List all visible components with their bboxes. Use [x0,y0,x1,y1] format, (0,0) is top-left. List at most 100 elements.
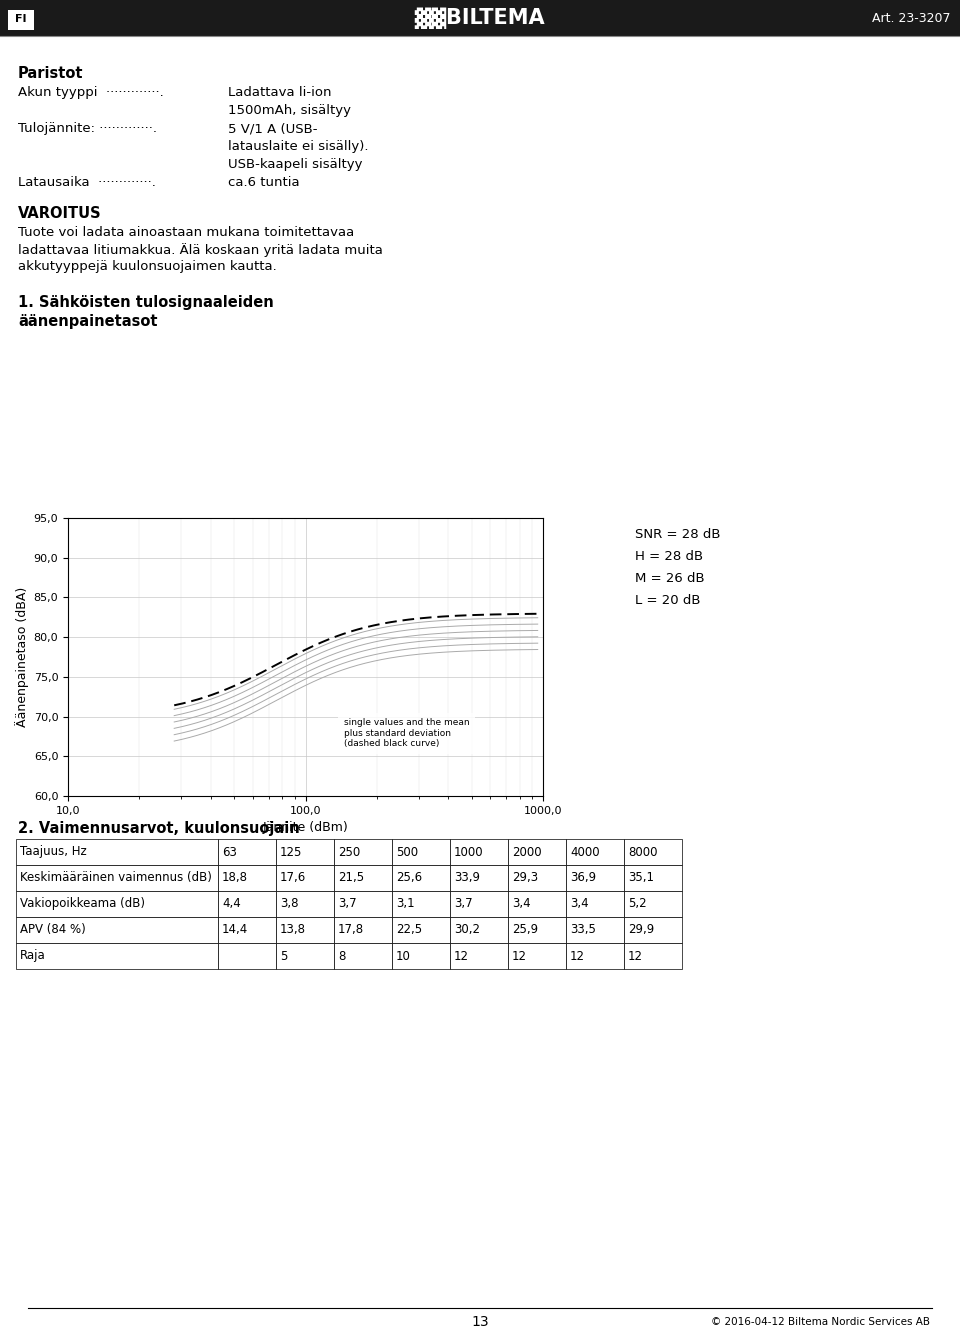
Bar [276,866,334,891]
Bar [218,917,276,943]
Bar [450,943,508,969]
Text: 29,3: 29,3 [512,871,539,884]
Text: 3,8: 3,8 [280,898,299,910]
Text: © 2016-04-12 Biltema Nordic Services AB: © 2016-04-12 Biltema Nordic Services AB [711,1317,930,1327]
Text: 8: 8 [338,949,346,962]
Bar [450,839,508,866]
Bar [334,891,392,917]
Text: Paristot: Paristot [18,66,84,81]
Text: 30,2: 30,2 [454,923,480,937]
Bar [0,0,960,36]
Text: FI: FI [15,13,27,24]
Text: L = 20 dB: L = 20 dB [635,594,701,607]
Bar [276,943,334,969]
Text: Ladattava li-ion: Ladattava li-ion [228,86,331,99]
Text: 250: 250 [338,845,360,859]
Y-axis label: Äänenpainetaso (dBA): Äänenpainetaso (dBA) [15,587,30,727]
Text: 4,4: 4,4 [222,898,241,910]
Text: 125: 125 [280,845,302,859]
Bar [508,943,566,969]
Text: 33,9: 33,9 [454,871,480,884]
Text: Tuote voi ladata ainoastaan mukana toimitettavaa: Tuote voi ladata ainoastaan mukana toimi… [18,226,354,239]
Bar [16,839,218,866]
Text: 3,1: 3,1 [396,898,415,910]
Text: ▓▓BILTEMA: ▓▓BILTEMA [415,7,545,28]
Bar [450,866,508,891]
Text: 12: 12 [512,949,527,962]
Text: SNR = 28 dB: SNR = 28 dB [635,528,721,542]
Bar [392,891,450,917]
Text: Akun tyyppi  ·············.: Akun tyyppi ·············. [18,86,164,99]
Text: Raja: Raja [20,949,46,962]
Text: 17,8: 17,8 [338,923,364,937]
Bar [566,891,624,917]
Bar [334,917,392,943]
Bar [508,839,566,866]
Bar [392,839,450,866]
Bar [624,866,682,891]
Text: 14,4: 14,4 [222,923,249,937]
Text: 3,4: 3,4 [512,898,531,910]
Text: VAROITUS: VAROITUS [18,206,102,220]
Bar [508,917,566,943]
Text: Art. 23-3207: Art. 23-3207 [872,12,950,24]
Bar [508,891,566,917]
Text: 12: 12 [570,949,585,962]
Text: 2000: 2000 [512,845,541,859]
Text: 3,4: 3,4 [570,898,588,910]
Bar [16,943,218,969]
Text: 29,9: 29,9 [628,923,655,937]
Bar [276,917,334,943]
Bar [276,891,334,917]
Text: 10: 10 [396,949,411,962]
Text: 33,5: 33,5 [570,923,596,937]
Bar [624,891,682,917]
Text: 5 V/1 A (USB-: 5 V/1 A (USB- [228,122,318,134]
Bar [450,917,508,943]
Text: ca.6 tuntia: ca.6 tuntia [228,176,300,190]
Text: 4000: 4000 [570,845,600,859]
Text: 5,2: 5,2 [628,898,647,910]
Bar [566,943,624,969]
Text: 63: 63 [222,845,237,859]
Bar [566,839,624,866]
Text: USB-kaapeli sisältyy: USB-kaapeli sisältyy [228,159,363,171]
Text: 22,5: 22,5 [396,923,422,937]
Text: Latausaika  ·············.: Latausaika ·············. [18,176,156,190]
Bar [392,917,450,943]
Bar [276,839,334,866]
Text: 8000: 8000 [628,845,658,859]
Text: 13: 13 [471,1314,489,1329]
Text: 1500mAh, sisältyy: 1500mAh, sisältyy [228,103,351,117]
Bar [624,943,682,969]
Text: 500: 500 [396,845,419,859]
Bar [508,866,566,891]
Text: 1. Sähköisten tulosignaaleiden: 1. Sähköisten tulosignaaleiden [18,294,274,310]
Text: 36,9: 36,9 [570,871,596,884]
Text: latauslaite ei sisälly).: latauslaite ei sisälly). [228,140,369,153]
Text: Tulojännite: ·············.: Tulojännite: ·············. [18,122,157,134]
X-axis label: Jännite (dBm): Jännite (dBm) [263,821,348,835]
Text: 12: 12 [628,949,643,962]
Bar [16,866,218,891]
Text: 25,9: 25,9 [512,923,539,937]
Text: 18,8: 18,8 [222,871,248,884]
Text: äänenpainetasot: äänenpainetasot [18,314,157,329]
Bar [218,866,276,891]
Bar [566,917,624,943]
Text: Keskimääräinen vaimennus (dB): Keskimääräinen vaimennus (dB) [20,871,212,884]
Text: 13,8: 13,8 [280,923,306,937]
Bar [16,917,218,943]
Text: 12: 12 [454,949,469,962]
Text: akkutyyppejä kuulonsuojaimen kautta.: akkutyyppejä kuulonsuojaimen kautta. [18,259,276,273]
Text: single values and the mean
plus standard deviation
(dashed black curve): single values and the mean plus standard… [344,718,469,749]
Text: 1000: 1000 [454,845,484,859]
Bar [566,866,624,891]
Bar [16,891,218,917]
Bar [334,839,392,866]
Text: 17,6: 17,6 [280,871,306,884]
Text: 3,7: 3,7 [454,898,472,910]
Text: 3,7: 3,7 [338,898,356,910]
Bar [624,917,682,943]
Bar [218,839,276,866]
